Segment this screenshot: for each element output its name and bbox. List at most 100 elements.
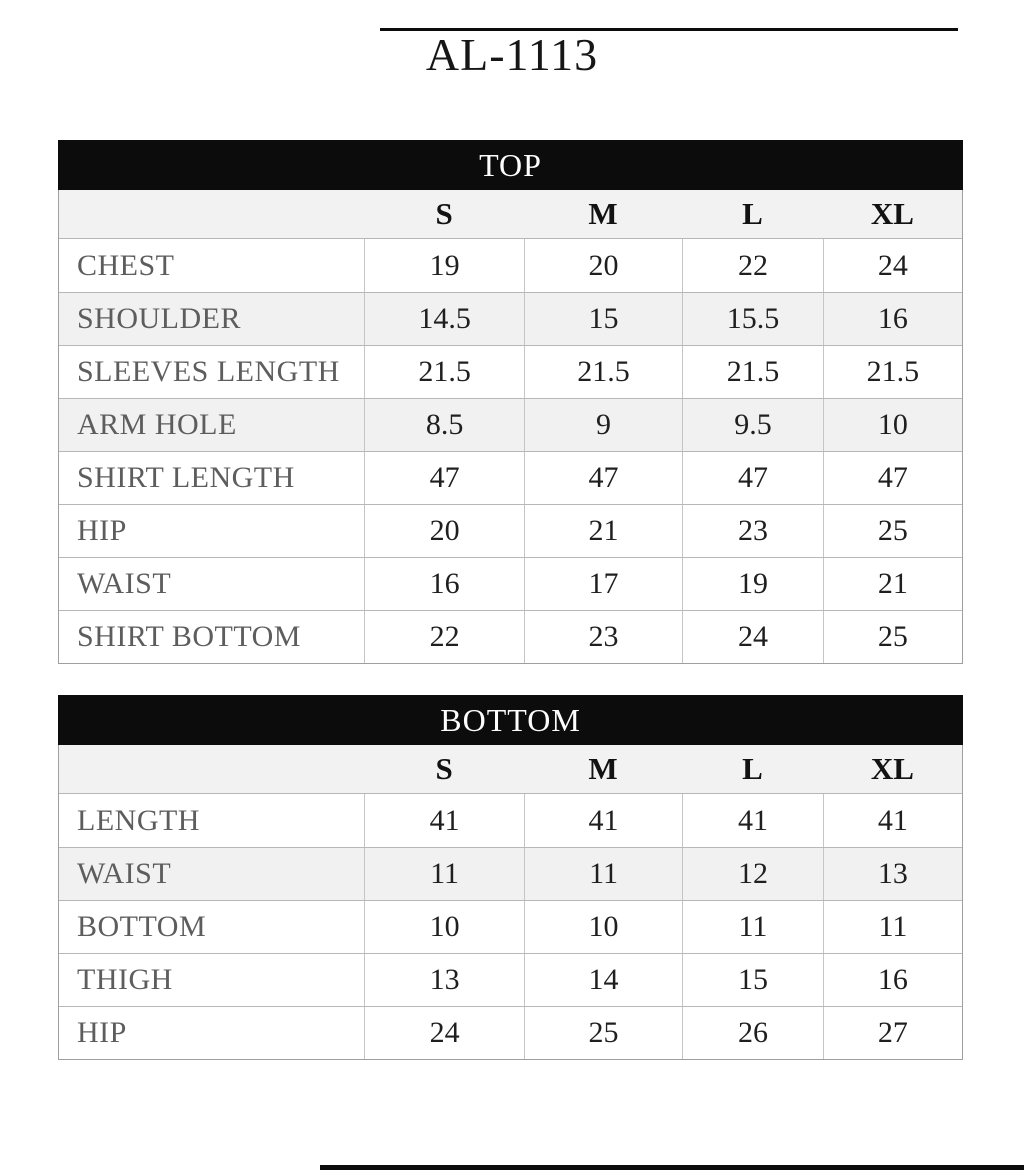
measurement-value: 22: [364, 611, 524, 663]
measurement-value: 13: [364, 954, 524, 1006]
size-header-row: S M L XL: [59, 190, 962, 239]
measurement-value: 15: [682, 954, 823, 1006]
table-row: WAIST 16 17 19 21: [59, 557, 962, 610]
size-header-spacer: [59, 190, 364, 238]
row-label: WAIST: [77, 857, 172, 890]
measurement-value: 16: [364, 558, 524, 610]
measurement-value: 14.5: [364, 293, 524, 345]
measurement-value: 20: [524, 239, 682, 292]
table-rows: CHEST 19 20 22 24 SHOULDER 14.5 15 15.5 16 SLE…: [59, 239, 962, 663]
previous-table-header-sliver: [380, 28, 958, 31]
measurement-value: 41: [822, 794, 962, 847]
table-row: WAIST 11 11 12 13: [59, 847, 962, 900]
next-table-header-sliver: [320, 1165, 1024, 1170]
measurement-value: 27: [822, 1007, 962, 1059]
table-row: SLEEVES LENGTH 21.5 21.5 21.5 21.5: [59, 345, 962, 398]
measurement-value: 10: [524, 901, 682, 953]
measurement-value: 21.5: [822, 346, 962, 398]
measurement-value: 24: [682, 611, 823, 663]
table-row: SHIRT LENGTH 47 47 47 47: [59, 451, 962, 504]
table-row: SHOULDER 14.5 15 15.5 16: [59, 292, 962, 345]
measurement-value: 15: [524, 293, 682, 345]
row-label: BOTTOM: [77, 910, 207, 943]
table-title-bar: TOP: [58, 140, 963, 190]
measurement-value: 24: [364, 1007, 524, 1059]
row-label: SHOULDER: [77, 302, 242, 335]
measurement-value: 10: [822, 399, 962, 451]
measurement-value: 47: [822, 452, 962, 504]
size-header-spacer: [59, 745, 364, 793]
measurement-value: 11: [822, 901, 962, 953]
measurement-value: 19: [682, 558, 823, 610]
measurement-value: 21.5: [682, 346, 823, 398]
measurement-value: 21: [822, 558, 962, 610]
table-row: BOTTOM 10 10 11 11: [59, 900, 962, 953]
row-label: LENGTH: [77, 803, 200, 837]
measurement-value: 9.5: [682, 399, 823, 451]
measurement-value: 11: [524, 848, 682, 900]
measurement-value: 13: [822, 848, 962, 900]
measurement-value: 41: [682, 794, 823, 847]
measurement-value: 25: [822, 611, 962, 663]
size-column-header: M: [588, 196, 618, 231]
measurement-value: 20: [364, 505, 524, 557]
size-header-row: S M L XL: [59, 745, 962, 794]
table-row: CHEST 19 20 22 24: [59, 239, 962, 292]
measurement-value: 10: [364, 901, 524, 953]
row-label: THIGH: [77, 963, 173, 996]
measurement-value: 23: [524, 611, 682, 663]
table-row: HIP 24 25 26 27: [59, 1006, 962, 1059]
row-label: HIP: [77, 514, 127, 547]
measurement-value: 21.5: [524, 346, 682, 398]
measurement-value: 11: [682, 901, 823, 953]
size-table: BOTTOM S M L XL LENGTH 41 41 41 41 WAIST 11 11 1…: [58, 695, 963, 1060]
measurement-value: 26: [682, 1007, 823, 1059]
size-table: TOP S M L XL CHEST 19 20 22 24 SHOULDER 14.5 15…: [58, 140, 963, 664]
measurement-value: 16: [822, 954, 962, 1006]
measurement-value: 23: [682, 505, 823, 557]
table-row: HIP 20 21 23 25: [59, 504, 962, 557]
size-column-header: XL: [870, 196, 914, 231]
measurement-value: 14: [524, 954, 682, 1006]
row-label: CHEST: [77, 248, 175, 282]
measurement-value: 11: [364, 848, 524, 900]
row-label: SLEEVES LENGTH: [77, 355, 340, 388]
measurement-value: 21: [524, 505, 682, 557]
measurement-value: 16: [822, 293, 962, 345]
measurement-value: 24: [822, 239, 962, 292]
size-chart-page: { "title": "AL-1113", "colors": { "heade…: [0, 28, 1024, 1170]
size-column-header: L: [742, 751, 763, 786]
measurement-value: 15.5: [682, 293, 823, 345]
table-row: ARM HOLE 8.5 9 9.5 10: [59, 398, 962, 451]
measurement-value: 8.5: [364, 399, 524, 451]
measurement-value: 17: [524, 558, 682, 610]
row-label: ARM HOLE: [77, 408, 237, 441]
table-title-bar: BOTTOM: [58, 695, 963, 745]
size-column-header: M: [588, 751, 618, 786]
table-title: BOTTOM: [440, 701, 581, 738]
measurement-value: 12: [682, 848, 823, 900]
row-label: SHIRT LENGTH: [77, 461, 295, 494]
measurement-value: 47: [364, 452, 524, 504]
table-row: LENGTH 41 41 41 41: [59, 794, 962, 847]
table-row: SHIRT BOTTOM 22 23 24 25: [59, 610, 962, 663]
measurement-value: 25: [524, 1007, 682, 1059]
size-column-header: L: [742, 196, 763, 231]
measurement-value: 9: [524, 399, 682, 451]
table-row: THIGH 13 14 15 16: [59, 953, 962, 1006]
table-title: TOP: [479, 146, 542, 183]
size-charts: TOP S M L XL CHEST 19 20 22 24 SHOULDER 14.5 15…: [58, 140, 963, 1091]
measurement-value: 47: [524, 452, 682, 504]
measurement-value: 41: [364, 794, 524, 847]
measurement-value: 25: [822, 505, 962, 557]
table-rows: LENGTH 41 41 41 41 WAIST 11 11 12 13 BOTTOM 10…: [59, 794, 962, 1059]
size-column-header: S: [435, 751, 453, 786]
size-column-header: XL: [870, 751, 914, 786]
row-label: WAIST: [77, 567, 172, 600]
row-label: SHIRT BOTTOM: [77, 620, 301, 653]
row-label: HIP: [77, 1016, 127, 1049]
measurement-value: 47: [682, 452, 823, 504]
size-column-header: S: [435, 196, 453, 231]
page-title: AL-1113: [425, 29, 599, 80]
measurement-value: 41: [524, 794, 682, 847]
